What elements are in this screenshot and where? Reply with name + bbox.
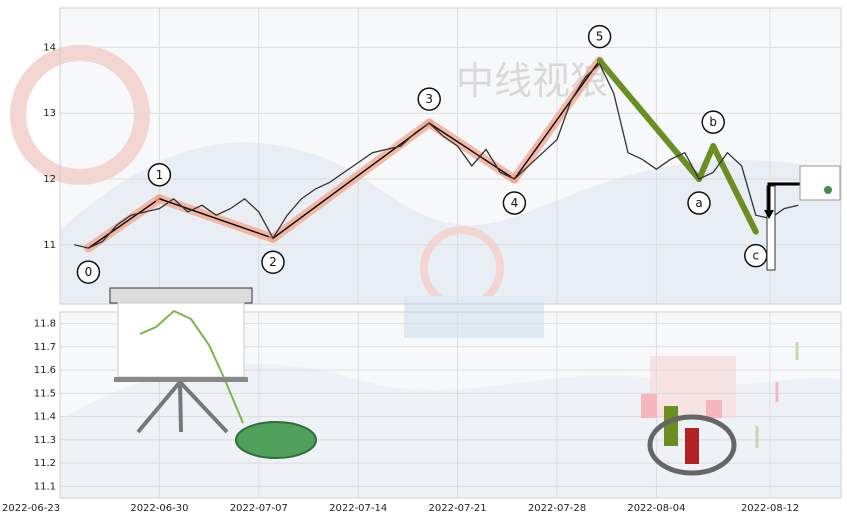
wave-label-circle xyxy=(687,191,711,215)
wave-label: 4 xyxy=(511,196,519,210)
x-tick-labels: 2022-06-23 2022-06-30 2022-07-07 2022-07-14… xyxy=(2,503,799,514)
wave-label-circle xyxy=(76,260,101,284)
correction-wave-segment xyxy=(596,57,702,183)
wave-label: 2 xyxy=(269,255,277,269)
wave-label-circle xyxy=(701,110,725,134)
wave-label: a xyxy=(695,196,702,210)
x-tick-label: 2022-06-23 xyxy=(2,503,60,514)
mini-disc-icon xyxy=(824,186,832,194)
wave-label-circle xyxy=(502,191,527,215)
impulse-wave-segment xyxy=(428,122,515,180)
impulse-wave-segment xyxy=(87,198,160,249)
y-tick-label: 11.8 xyxy=(34,319,56,330)
y-tick-label: 14 xyxy=(43,42,56,53)
disc-icon xyxy=(235,421,317,459)
top-y-tick-labels: 11 12 13 14 xyxy=(43,42,56,250)
impulse-wave-segment xyxy=(159,198,274,239)
candlestick-icon xyxy=(641,342,799,476)
y-tick-label: 13 xyxy=(43,108,56,119)
arrow-connector xyxy=(767,182,805,214)
impulse-wave-segment xyxy=(513,60,601,180)
x-tick-label: 2022-07-21 xyxy=(429,503,487,514)
y-tick-label: 11.2 xyxy=(34,458,56,469)
bottom-y-tick-labels: 11.1 11.2 11.3 11.4 11.5 11.6 11.7 11.8 xyxy=(34,319,56,493)
wave-labels: 0 1 2 3 4 5 a b c xyxy=(76,24,768,284)
top-panel-frame xyxy=(59,7,842,305)
wave-label: c xyxy=(752,249,759,263)
correction-wave-segment xyxy=(710,143,759,235)
correction-wave-segment xyxy=(696,143,717,183)
arrow-head-icon xyxy=(764,210,774,219)
impulse-wave-segment xyxy=(272,122,430,239)
x-tick-label: 2022-07-14 xyxy=(329,503,387,514)
top-panel-grid xyxy=(60,8,841,304)
y-tick-label: 11.6 xyxy=(34,365,56,376)
y-tick-label: 11.4 xyxy=(34,412,56,423)
mini-chart-icon xyxy=(799,165,841,201)
y-tick-label: 11.7 xyxy=(34,342,56,353)
price-line xyxy=(74,62,799,249)
x-tick-label: 2022-07-07 xyxy=(230,503,288,514)
wave-label-circle xyxy=(261,250,285,274)
wave-label: 0 xyxy=(85,265,93,279)
bottom-panel-frame xyxy=(59,311,842,499)
decorations xyxy=(109,165,841,476)
wave-label-circle xyxy=(417,87,441,111)
wave-label: 5 xyxy=(596,30,604,44)
x-tick-label: 2022-06-30 xyxy=(130,503,188,514)
y-tick-label: 12 xyxy=(43,174,56,185)
wave-label: 3 xyxy=(425,92,433,106)
x-tick-label: 2022-08-04 xyxy=(627,503,685,514)
wave-overlay xyxy=(83,56,759,253)
wave-label: 1 xyxy=(156,168,164,182)
y-tick-label: 11.5 xyxy=(34,388,56,399)
wave-label-circle xyxy=(147,163,172,187)
y-tick-label: 11.1 xyxy=(34,481,56,492)
x-tick-label: 2022-08-12 xyxy=(741,503,799,514)
x-tick-label: 2022-07-28 xyxy=(528,503,586,514)
y-tick-label: 11 xyxy=(43,240,56,251)
price-line-layer xyxy=(74,62,799,249)
y-tick-label: 11.3 xyxy=(34,435,56,446)
wave-label-circle xyxy=(587,24,612,49)
easel-icon xyxy=(109,287,253,434)
marker-bar xyxy=(766,185,776,271)
wave-label: b xyxy=(709,115,717,129)
